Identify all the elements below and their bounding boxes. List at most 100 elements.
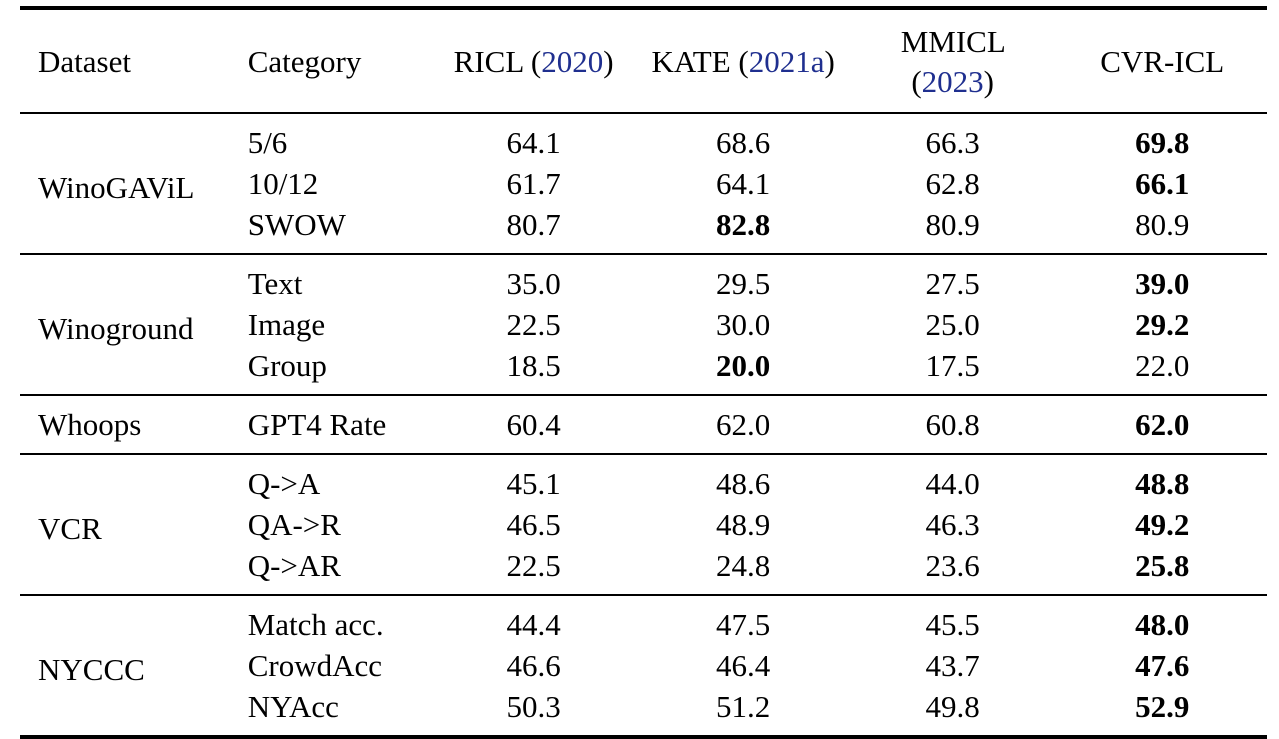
table-row: Group 18.5 20.0 17.5 22.0 — [20, 345, 1267, 395]
dataset-name-cell: Winoground — [38, 310, 194, 346]
dataset-name-cell: WinoGAViL — [38, 169, 195, 205]
ricl-score-cell: 22.5 — [506, 547, 561, 583]
kate-score-cell: 24.8 — [716, 547, 771, 583]
citation-link-ricl[interactable]: 2020 — [541, 44, 604, 79]
dataset-name-cell: Whoops — [38, 406, 142, 442]
cvr-score-cell: 22.0 — [1135, 347, 1190, 383]
kate-score-cell: 48.6 — [716, 465, 771, 501]
table-row: WinoGAViL 5/6 64.1 68.6 66.3 69.8 — [20, 113, 1267, 205]
category-cell: CrowdAcc — [247, 647, 382, 683]
table-row: Whoops GPT4 Rate 60.4 62.0 60.8 62.0 — [20, 395, 1267, 454]
header-kate: KATE (2021a) — [651, 44, 835, 79]
cvr-score-cell: 52.9 — [1135, 688, 1190, 724]
results-table-container: Dataset Category RICL (2020) KATE (2021a… — [20, 6, 1267, 739]
ricl-score-cell: 61.7 — [506, 165, 561, 201]
category-cell: QA->R — [247, 506, 341, 542]
category-cell: 10/12 — [247, 165, 319, 201]
table-header: Dataset Category RICL (2020) KATE (2021a… — [20, 8, 1267, 113]
header-row: Dataset Category RICL (2020) KATE (2021a… — [20, 8, 1267, 113]
cvr-score-cell: 62.0 — [1135, 406, 1190, 442]
mmicl-score-cell: 60.8 — [925, 406, 980, 442]
mmicl-score-cell: 44.0 — [925, 465, 980, 501]
kate-score-cell: 64.1 — [716, 165, 771, 201]
cvr-score-cell: 47.6 — [1135, 647, 1190, 683]
ricl-score-cell: 64.1 — [506, 124, 561, 160]
citation-link-kate[interactable]: 2021a — [748, 44, 825, 79]
mmicl-score-cell: 80.9 — [925, 206, 980, 242]
ricl-score-cell: 44.4 — [506, 606, 561, 642]
ricl-score-cell: 60.4 — [506, 406, 561, 442]
mmicl-score-cell: 25.0 — [925, 306, 980, 342]
cvr-score-cell: 49.2 — [1135, 506, 1190, 542]
cvr-score-cell: 69.8 — [1135, 124, 1190, 160]
category-cell: SWOW — [247, 206, 346, 242]
category-cell: Q->AR — [247, 547, 341, 583]
kate-score-cell: 48.9 — [716, 506, 771, 542]
dataset-group: VCR Q->A 45.1 48.6 44.0 48.8 QA->R 46.5 48.9 46.3… — [20, 454, 1267, 595]
kate-score-cell: 47.5 — [716, 606, 771, 642]
cvr-score-cell: 39.0 — [1135, 265, 1190, 301]
kate-score-cell: 82.8 — [716, 206, 771, 242]
header-cvr-icl: CVR-ICL — [1100, 44, 1225, 79]
cvr-score-cell: 48.8 — [1135, 465, 1190, 501]
mmicl-score-cell: 17.5 — [925, 347, 980, 383]
mmicl-score-cell: 49.8 — [925, 688, 980, 724]
mmicl-score-cell: 45.5 — [925, 606, 980, 642]
table-row: SWOW 80.7 82.8 80.9 80.9 — [20, 204, 1267, 254]
header-ricl-name: RICL — [453, 44, 524, 79]
kate-score-cell: 30.0 — [716, 306, 771, 342]
ricl-score-cell: 45.1 — [506, 465, 561, 501]
kate-score-cell: 62.0 — [716, 406, 771, 442]
category-cell: GPT4 Rate — [247, 406, 387, 442]
dataset-group: NYCCC Match acc. 44.4 47.5 45.5 48.0 CrowdAcc 4… — [20, 595, 1267, 737]
ricl-score-cell: 50.3 — [506, 688, 561, 724]
header-mmicl: MMICL (2023) — [900, 24, 1005, 99]
table-row: CrowdAcc 46.6 46.4 43.7 47.6 — [20, 645, 1267, 686]
dataset-group: Whoops GPT4 Rate 60.4 62.0 60.8 62.0 — [20, 395, 1267, 454]
ricl-score-cell: 46.6 — [506, 647, 561, 683]
dataset-group: WinoGAViL 5/6 64.1 68.6 66.3 69.8 10/12 61.7 64.… — [20, 113, 1267, 254]
ricl-score-cell: 35.0 — [506, 265, 561, 301]
dataset-group: Winoground Text 35.0 29.5 27.5 39.0 Image 22.5 3… — [20, 254, 1267, 395]
mmicl-score-cell: 46.3 — [925, 506, 980, 542]
kate-score-cell: 29.5 — [716, 265, 771, 301]
header-dataset: Dataset — [38, 44, 131, 79]
category-cell: Match acc. — [247, 606, 384, 642]
cvr-score-cell: 25.8 — [1135, 547, 1190, 583]
results-table: Dataset Category RICL (2020) KATE (2021a… — [20, 6, 1267, 739]
table-row: Image 22.5 30.0 25.0 29.2 — [20, 304, 1267, 345]
kate-score-cell: 20.0 — [716, 347, 771, 383]
category-cell: NYAcc — [247, 688, 339, 724]
mmicl-score-cell: 66.3 — [925, 124, 980, 160]
category-cell: Q->A — [247, 465, 321, 501]
cvr-score-cell: 80.9 — [1135, 206, 1190, 242]
ricl-score-cell: 46.5 — [506, 506, 561, 542]
header-category: Category — [247, 44, 362, 79]
citation-link-mmicl[interactable]: 2023 — [921, 64, 984, 99]
ricl-score-cell: 22.5 — [506, 306, 561, 342]
category-cell: Group — [247, 347, 327, 383]
header-kate-name: KATE — [651, 44, 731, 79]
table-row: Q->AR 22.5 24.8 23.6 25.8 — [20, 545, 1267, 595]
table-row: NYCCC Match acc. 44.4 47.5 45.5 48.0 — [20, 595, 1267, 687]
table-row: Winoground Text 35.0 29.5 27.5 39.0 — [20, 254, 1267, 346]
mmicl-score-cell: 27.5 — [925, 265, 980, 301]
mmicl-score-cell: 62.8 — [925, 165, 980, 201]
mmicl-score-cell: 23.6 — [925, 547, 980, 583]
dataset-name-cell: VCR — [38, 510, 102, 546]
table-row: VCR Q->A 45.1 48.6 44.0 48.8 — [20, 454, 1267, 546]
cvr-score-cell: 48.0 — [1135, 606, 1190, 642]
ricl-score-cell: 18.5 — [506, 347, 561, 383]
dataset-name-cell: NYCCC — [38, 651, 145, 687]
header-ricl: RICL (2020) — [453, 44, 614, 79]
kate-score-cell: 51.2 — [716, 688, 771, 724]
ricl-score-cell: 80.7 — [506, 206, 561, 242]
table-row: QA->R 46.5 48.9 46.3 49.2 — [20, 504, 1267, 545]
kate-score-cell: 46.4 — [716, 647, 771, 683]
category-cell: 5/6 — [247, 124, 288, 160]
category-cell: Text — [247, 265, 303, 301]
mmicl-score-cell: 43.7 — [925, 647, 980, 683]
kate-score-cell: 68.6 — [716, 124, 771, 160]
header-mmicl-name: MMICL — [900, 24, 1005, 59]
table-row: 10/12 61.7 64.1 62.8 66.1 — [20, 163, 1267, 204]
